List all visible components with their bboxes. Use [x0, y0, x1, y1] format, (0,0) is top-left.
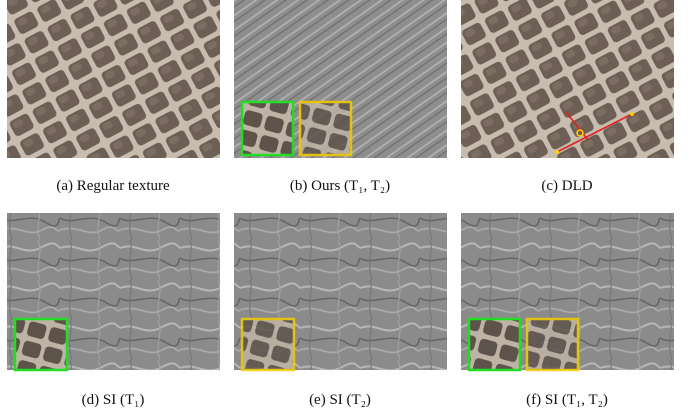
inset-yellow [300, 102, 351, 155]
caption: (b) Ours (T₁, T₂) [290, 178, 390, 194]
caption: (c) DLD [541, 178, 592, 194]
caption: (e) SI (T₂) [309, 392, 371, 408]
inset-green [469, 319, 520, 370]
inset-green [15, 319, 67, 370]
image-regular-texture [7, 0, 220, 158]
figure: (a) Regular texture (b) Ours (T₁, T₂) (c… [0, 0, 694, 413]
image-dld [461, 0, 674, 158]
caption: (a) Regular texture [56, 178, 170, 194]
inset-yellow [527, 319, 578, 370]
inset-green [242, 102, 293, 155]
caption: (d) SI (T₁) [82, 392, 145, 408]
caption: (f) SI (T₁, T₂) [526, 392, 608, 408]
inset-yellow [242, 319, 294, 370]
